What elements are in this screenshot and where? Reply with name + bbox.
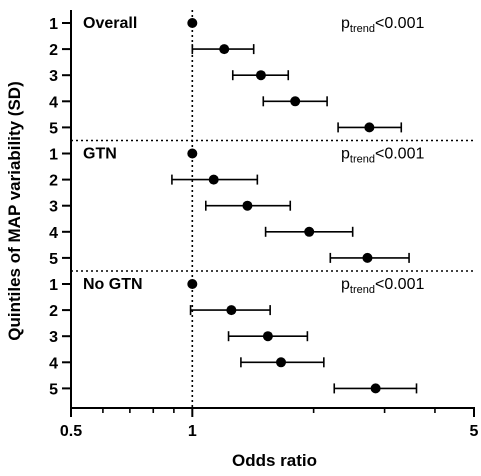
odds-ratio-point bbox=[255, 70, 266, 81]
y-tick-label: 4 bbox=[49, 225, 58, 242]
y-tick-label: 3 bbox=[49, 199, 58, 216]
y-tick-label: 5 bbox=[49, 251, 58, 268]
x-tick-label: 1 bbox=[188, 423, 197, 440]
x-tick-label: 0.5 bbox=[60, 423, 82, 440]
odds-ratio-point bbox=[362, 252, 373, 263]
odds-ratio-point bbox=[187, 279, 198, 289]
p-trend-value: <0.001 bbox=[375, 15, 424, 32]
y-tick-label: 3 bbox=[49, 329, 58, 346]
odds-ratio-point bbox=[187, 148, 198, 159]
odds-ratio-point bbox=[219, 44, 230, 55]
p-trend-value: <0.001 bbox=[375, 276, 424, 293]
y-tick-label: 2 bbox=[49, 173, 58, 190]
p-trend-subscript: trend bbox=[350, 154, 375, 166]
p-trend-prefix: p bbox=[341, 276, 350, 293]
odds-ratio-point bbox=[276, 357, 287, 368]
odds-ratio-point bbox=[208, 174, 219, 185]
p-trend-annotation: ptrend<0.001 bbox=[341, 15, 424, 35]
y-tick-label: 2 bbox=[49, 42, 58, 59]
group-label: Overall bbox=[83, 15, 137, 32]
odds-ratio-point bbox=[262, 331, 273, 342]
odds-ratio-point bbox=[226, 305, 237, 316]
y-tick-label: 4 bbox=[49, 355, 58, 372]
x-tick-label: 5 bbox=[470, 423, 479, 440]
odds-ratio-point bbox=[364, 122, 375, 133]
p-trend-annotation: ptrend<0.001 bbox=[341, 276, 424, 296]
y-tick-label: 3 bbox=[49, 68, 58, 85]
y-tick-label: 5 bbox=[49, 381, 58, 398]
p-trend-prefix: p bbox=[341, 146, 350, 163]
p-trend-subscript: trend bbox=[350, 284, 375, 296]
odds-ratio-point bbox=[187, 18, 198, 28]
p-trend-subscript: trend bbox=[350, 23, 375, 35]
group-label: GTN bbox=[83, 146, 117, 163]
odds-ratio-point bbox=[370, 383, 381, 394]
group-label: No GTN bbox=[83, 276, 143, 293]
odds-ratio-point bbox=[290, 96, 301, 107]
y-tick-label: 4 bbox=[49, 94, 58, 111]
x-axis-title: Odds ratio bbox=[232, 451, 317, 470]
y-tick-label: 1 bbox=[49, 16, 58, 33]
p-trend-annotation: ptrend<0.001 bbox=[341, 146, 424, 166]
y-tick-label: 1 bbox=[49, 147, 58, 164]
odds-ratio-point bbox=[242, 200, 253, 211]
p-trend-prefix: p bbox=[341, 15, 350, 32]
y-tick-label: 5 bbox=[49, 120, 58, 137]
y-tick-label: 2 bbox=[49, 303, 58, 320]
y-tick-label: 1 bbox=[49, 277, 58, 294]
y-axis-title: Quintiles of MAP variability (SD) bbox=[5, 81, 24, 340]
odds-ratio-point bbox=[304, 226, 315, 237]
p-trend-value: <0.001 bbox=[375, 146, 424, 163]
